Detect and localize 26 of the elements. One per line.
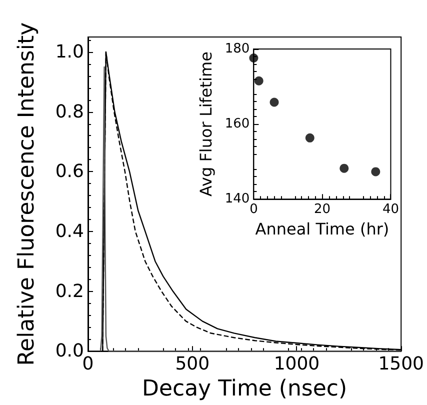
point: [254, 76, 264, 86]
x-axis-title: Decay Time (nsec): [142, 376, 348, 402]
y-tick-label: 0.0: [55, 340, 84, 362]
y-tick-label: 0.4: [55, 220, 84, 242]
y-tick-label: 0.8: [55, 101, 84, 122]
x-tick-label: 40: [382, 202, 399, 218]
x-axis-title: Anneal Time (hr): [255, 220, 390, 238]
y-tick-label: 140: [224, 192, 250, 207]
point: [340, 164, 349, 173]
point: [371, 167, 380, 176]
x-tick-label: 1000: [274, 354, 320, 375]
x-tick-label: 0: [250, 202, 258, 218]
y-tick-label: 0.2: [55, 280, 84, 302]
y-tick-label: 0.6: [55, 161, 84, 182]
x-tick-label: 500: [175, 354, 210, 375]
y-tick-label: 180: [224, 42, 250, 56]
y-axis-title: Avg Fluor Lifetime: [196, 52, 216, 197]
point: [305, 133, 314, 142]
x-tick-label: 20: [314, 202, 330, 218]
y-axis-title: Relative Fluorescence Intensity: [14, 22, 40, 366]
x-tick-label: 1500: [378, 354, 424, 375]
y-tick-label: 1.0: [55, 41, 84, 62]
y-tick-label: 160: [224, 116, 250, 132]
point: [270, 98, 279, 107]
x-tick-label: 0: [82, 354, 94, 375]
point: [249, 54, 258, 63]
